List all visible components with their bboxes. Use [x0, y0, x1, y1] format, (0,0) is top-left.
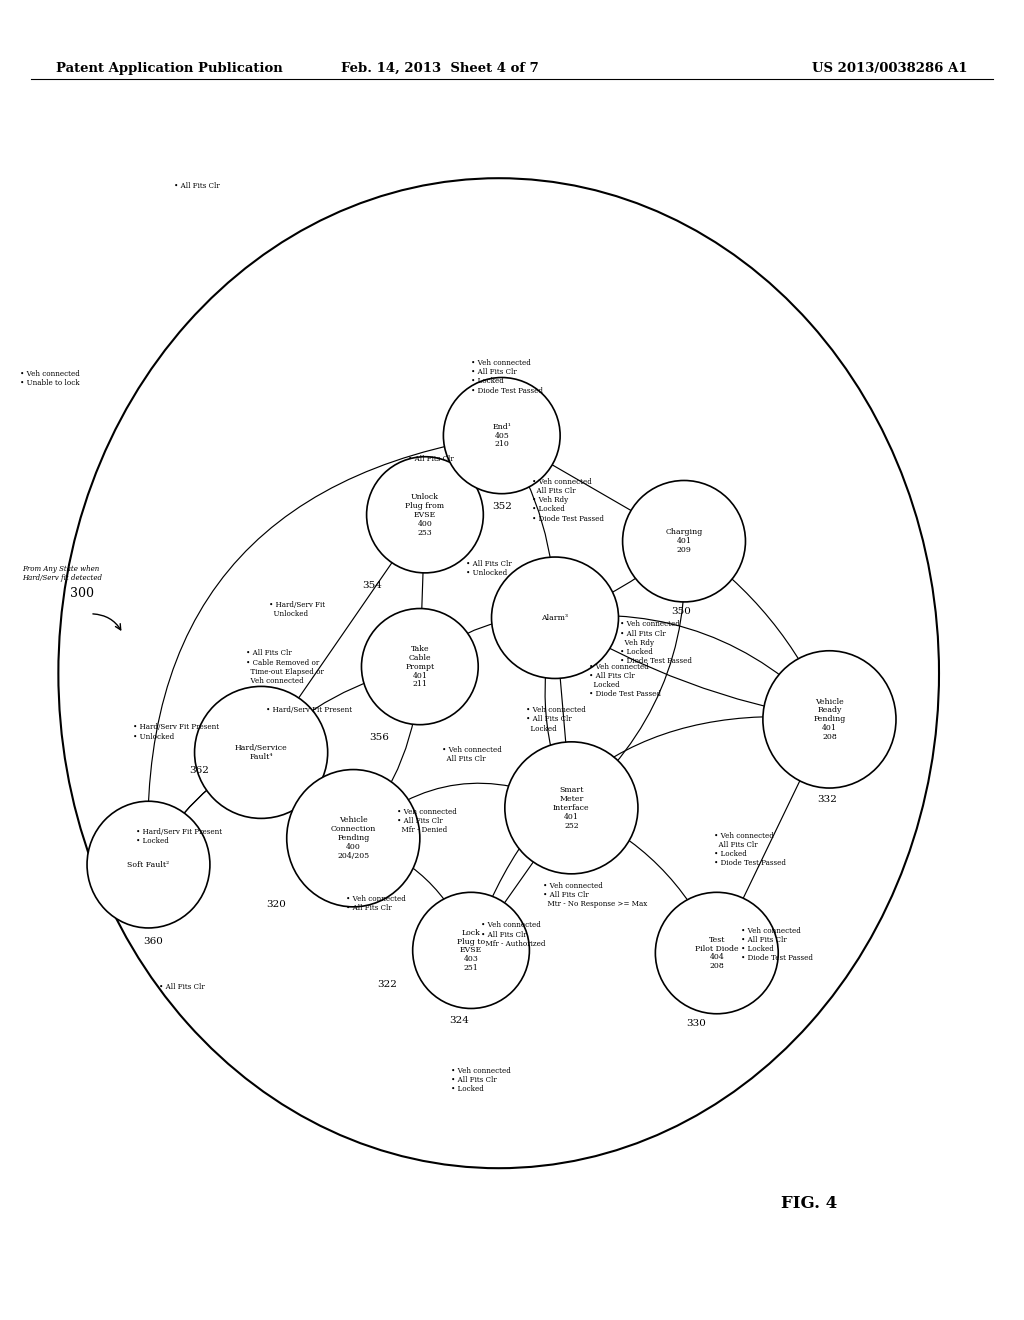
- Text: FIG. 4: FIG. 4: [781, 1195, 837, 1212]
- Text: 330: 330: [686, 1019, 707, 1028]
- Text: Smart
Meter
Interface
401
252: Smart Meter Interface 401 252: [553, 785, 590, 830]
- Text: From Any State when
Hard/Serv fit detected: From Any State when Hard/Serv fit detect…: [23, 565, 102, 582]
- Text: 322: 322: [377, 981, 396, 990]
- Text: 300: 300: [70, 586, 93, 599]
- Ellipse shape: [623, 480, 745, 602]
- Text: • All Fits Clr
• Cable Removed or
  Time-out Elapsed or
  Veh connected: • All Fits Clr • Cable Removed or Time-o…: [246, 649, 324, 685]
- Text: • Veh connected
• All Fits Clr: • Veh connected • All Fits Clr: [346, 895, 406, 912]
- Text: • All Fits Clr: • All Fits Clr: [159, 983, 205, 991]
- Text: 362: 362: [189, 766, 210, 775]
- Ellipse shape: [287, 770, 420, 907]
- Text: • Hard/Serv Fit Present: • Hard/Serv Fit Present: [266, 706, 352, 714]
- Ellipse shape: [763, 651, 896, 788]
- Ellipse shape: [361, 609, 478, 725]
- Ellipse shape: [505, 742, 638, 874]
- Text: Test
Pilot Diode
404
208: Test Pilot Diode 404 208: [695, 936, 738, 970]
- Text: • Veh connected
• All Fits Clr
  Locked
• Diode Test Passed: • Veh connected • All Fits Clr Locked • …: [589, 663, 660, 698]
- Ellipse shape: [87, 801, 210, 928]
- Ellipse shape: [655, 892, 778, 1014]
- Text: Charging
401
209: Charging 401 209: [666, 528, 702, 554]
- Text: Feb. 14, 2013  Sheet 4 of 7: Feb. 14, 2013 Sheet 4 of 7: [341, 62, 540, 75]
- Text: 332: 332: [817, 795, 838, 804]
- Ellipse shape: [367, 457, 483, 573]
- Text: Vehicle
Ready
Pending
401
208: Vehicle Ready Pending 401 208: [813, 697, 846, 742]
- Text: Vehicle
Connection
Pending
400
204/205: Vehicle Connection Pending 400 204/205: [331, 816, 376, 861]
- Text: • Hard/Serv Fit
  Unlocked: • Hard/Serv Fit Unlocked: [269, 601, 326, 618]
- Ellipse shape: [413, 892, 529, 1008]
- Text: • Veh connected
  All Fits Clr: • Veh connected All Fits Clr: [442, 746, 502, 763]
- Text: Take
Cable
Prompt
401
211: Take Cable Prompt 401 211: [406, 644, 434, 689]
- Text: Lock
Plug to
EVSE
403
251: Lock Plug to EVSE 403 251: [457, 928, 485, 973]
- Ellipse shape: [195, 686, 328, 818]
- Text: • Veh connected
• All Fits Clr
  Mtr - No Response >= Max: • Veh connected • All Fits Clr Mtr - No …: [543, 882, 647, 908]
- Text: 320: 320: [266, 900, 287, 909]
- Text: Unlock
Plug from
EVSE
400
253: Unlock Plug from EVSE 400 253: [406, 492, 444, 537]
- Text: Alarm³: Alarm³: [542, 614, 568, 622]
- Text: • Veh connected
• All Fits Clr
  Mfr - Denied: • Veh connected • All Fits Clr Mfr - Den…: [397, 808, 457, 834]
- Text: • Veh connected
• All Fits Clr
  Locked: • Veh connected • All Fits Clr Locked: [526, 706, 586, 733]
- Text: • All Fits Clr: • All Fits Clr: [408, 455, 454, 463]
- Text: 350: 350: [671, 607, 691, 616]
- Text: End¹
405
210: End¹ 405 210: [493, 422, 511, 449]
- Text: • Hard/Serv Fit Present
• Locked: • Hard/Serv Fit Present • Locked: [136, 828, 222, 845]
- Text: Hard/Service
Fault⁴: Hard/Service Fault⁴: [234, 744, 288, 760]
- Text: Soft Fault²: Soft Fault²: [127, 861, 170, 869]
- Text: 354: 354: [361, 581, 382, 590]
- Text: • Veh connected
  All Fits Clr
• Locked
• Diode Test Passed: • Veh connected All Fits Clr • Locked • …: [714, 832, 785, 867]
- Text: • All Fits Clr: • All Fits Clr: [174, 182, 220, 190]
- Text: 352: 352: [492, 502, 512, 511]
- Text: 324: 324: [449, 1016, 469, 1026]
- Text: US 2013/0038286 A1: US 2013/0038286 A1: [812, 62, 968, 75]
- Text: • Veh connected
• Unable to lock: • Veh connected • Unable to lock: [20, 370, 80, 387]
- Text: • All Fits Clr
• Unlocked: • All Fits Clr • Unlocked: [466, 560, 512, 577]
- Ellipse shape: [443, 378, 560, 494]
- Text: • Veh connected
• All Fits Clr
• Locked
• Diode Test Passed: • Veh connected • All Fits Clr • Locked …: [741, 927, 813, 962]
- Text: 360: 360: [143, 937, 164, 946]
- Text: • Veh connected
• All Fits Clr
• Locked: • Veh connected • All Fits Clr • Locked: [451, 1067, 510, 1093]
- Text: • Hard/Serv Fit Present
• Unlocked: • Hard/Serv Fit Present • Unlocked: [133, 723, 219, 741]
- Text: Patent Application Publication: Patent Application Publication: [56, 62, 283, 75]
- Text: 356: 356: [369, 733, 389, 742]
- Ellipse shape: [492, 557, 618, 678]
- Text: • Veh connected
• All Fits Clr
  Veh Rdy
• Locked
• Diode Test Passed: • Veh connected • All Fits Clr Veh Rdy •…: [620, 620, 691, 665]
- Text: • Veh connected
  All Fits Clr
• Veh Rdy
• Locked
• Diode Test Passed: • Veh connected All Fits Clr • Veh Rdy •…: [532, 478, 604, 523]
- Text: • Veh connected
• All Fits Clr
• Locked
• Diode Test Passed: • Veh connected • All Fits Clr • Locked …: [471, 359, 543, 395]
- Text: • Veh connected
• All Fits Clr
  Mfr - Authorized: • Veh connected • All Fits Clr Mfr - Aut…: [481, 921, 546, 948]
